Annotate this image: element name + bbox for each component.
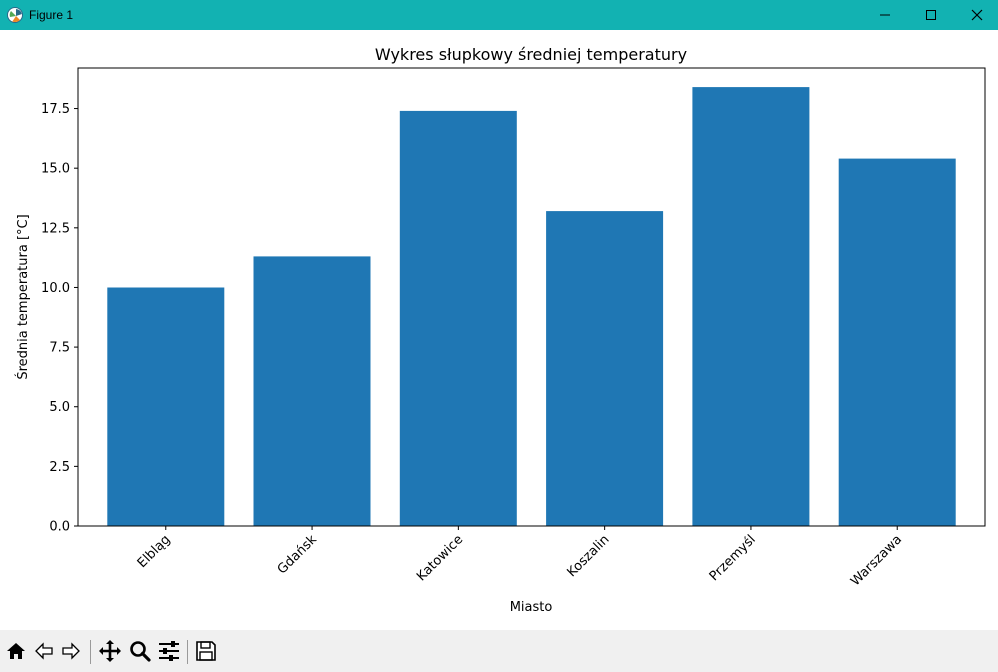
- x-tick-label: Gdańsk: [275, 532, 320, 577]
- zoom-button[interactable]: [127, 638, 153, 664]
- bar: [838, 158, 956, 526]
- maximize-button[interactable]: [908, 0, 954, 30]
- y-tick-label: 12.5: [41, 221, 70, 236]
- forward-button[interactable]: [58, 638, 84, 664]
- minimize-icon: [880, 14, 890, 16]
- y-tick-label: 15.0: [41, 162, 70, 177]
- x-tick-label: Katowice: [414, 532, 466, 584]
- bar-chart: Wykres słupkowy średniej temperatury 0.0…: [15, 45, 986, 615]
- navigation-toolbar: [0, 630, 998, 672]
- home-icon: [7, 643, 25, 659]
- forward-icon: [62, 642, 80, 660]
- maximize-icon: [926, 10, 936, 20]
- home-button[interactable]: [3, 638, 29, 664]
- toolbar-separator: [187, 640, 188, 664]
- pan-button[interactable]: [97, 638, 123, 664]
- y-axis-label: Średnia temperatura [°C]: [15, 214, 31, 379]
- bars-layer: [107, 87, 956, 527]
- x-tick-label: Przemyśl: [707, 532, 759, 584]
- bar: [692, 87, 810, 526]
- bar: [399, 110, 517, 527]
- close-icon: [971, 9, 983, 21]
- window-titlebar: Figure 1: [0, 0, 998, 30]
- bar: [253, 256, 371, 526]
- bar: [107, 287, 225, 526]
- window-title: Figure 1: [29, 8, 74, 22]
- configure-subplots-icon: [159, 641, 179, 661]
- chart-title: Wykres słupkowy średniej temperatury: [375, 45, 687, 64]
- bar: [546, 211, 664, 526]
- y-tick-label: 5.0: [49, 400, 70, 415]
- y-tick-label: 2.5: [49, 460, 70, 475]
- close-button[interactable]: [954, 0, 998, 30]
- toolbar-separator: [90, 640, 91, 664]
- x-tick-label: Elbląg: [135, 532, 174, 571]
- y-tick-label: 0.0: [49, 520, 70, 535]
- y-tick-label: 10.0: [41, 281, 70, 296]
- matplotlib-logo-icon: [7, 7, 23, 23]
- x-tick-label: Koszalin: [564, 532, 612, 580]
- save-button[interactable]: [193, 638, 219, 664]
- y-axis-ticks: 0.0 2.5 5.0 7.5 10.0 12.5 15.0 17.5: [41, 102, 78, 535]
- x-tick-label: Warszawa: [848, 532, 905, 589]
- back-icon: [35, 642, 53, 660]
- y-tick-label: 17.5: [41, 102, 70, 117]
- zoom-icon: [130, 641, 151, 662]
- y-tick-label: 7.5: [49, 341, 70, 356]
- x-axis-label: Miasto: [510, 600, 553, 615]
- pan-icon: [99, 640, 121, 662]
- minimize-button[interactable]: [862, 0, 908, 30]
- x-axis-ticks: Elbląg Gdańsk Katowice Koszalin Przemyśl Wars…: [135, 526, 905, 589]
- plot-frame: [77, 67, 986, 527]
- figure-canvas[interactable]: Wykres słupkowy średniej temperatury 0.0…: [0, 30, 998, 630]
- save-icon: [196, 641, 216, 661]
- back-button[interactable]: [31, 638, 57, 664]
- configure-subplots-button[interactable]: [156, 638, 182, 664]
